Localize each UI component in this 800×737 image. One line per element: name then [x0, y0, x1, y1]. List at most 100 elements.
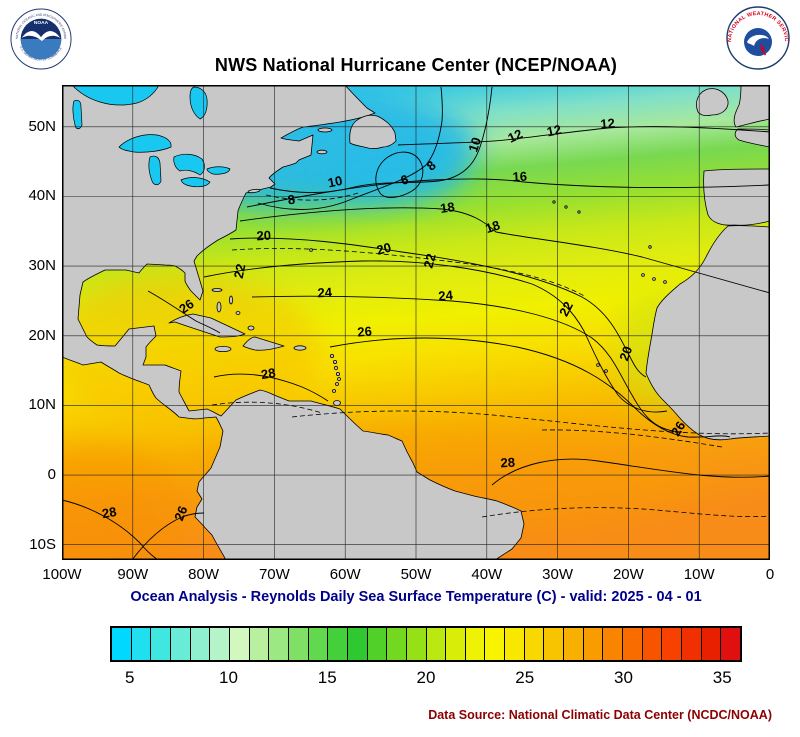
land-anticosti [317, 127, 333, 133]
noaa-emblem-sea [20, 39, 62, 60]
contour-labels: 8 10 6 8 10 12 12 12 16 18 18 20 20 22 2… [101, 115, 689, 522]
isotherm-16 [246, 178, 770, 208]
isotherm-24 [251, 295, 683, 433]
colorbar-cell [209, 628, 229, 660]
lon-tick-60w: 60W [329, 566, 361, 583]
lake-winnipeg [72, 99, 83, 130]
land-bahamas-2 [216, 301, 222, 313]
isotherm-26-atlantic [329, 337, 731, 438]
contour-label: 22 [231, 262, 249, 279]
contour-label: 12 [505, 126, 524, 146]
hudson-bay [71, 85, 160, 106]
land-france [734, 128, 770, 148]
colorbar-cell [681, 628, 701, 660]
nws-lightning-icon [759, 43, 767, 56]
colorbar-tick-30: 30 [614, 668, 633, 687]
land-azores-2 [564, 205, 568, 209]
contour-label: 24 [438, 287, 454, 303]
contour-label: 26 [357, 323, 373, 339]
lake-erie [180, 177, 211, 188]
colorbar-cell [346, 628, 367, 660]
land-bahamas-5 [247, 325, 255, 331]
map-subtitle: Ocean Analysis - Reynolds Daily Sea Surf… [130, 589, 702, 605]
contour-label: 18 [439, 199, 455, 216]
colorbar-cell [464, 628, 485, 660]
lat-tick-20n: 20N [28, 327, 56, 344]
lon-tick-80w: 80W [188, 566, 220, 583]
colorbar-cell [307, 628, 328, 660]
dashed-isotherm-2 [481, 507, 770, 518]
land-antilles-2 [332, 359, 337, 364]
colorbar-cell [287, 628, 308, 660]
lon-tick-50w: 50W [400, 566, 432, 583]
map-frame [62, 85, 770, 560]
land-bahamas-1 [211, 288, 223, 292]
land-bermuda [309, 248, 313, 252]
gulf-warm-blob [62, 275, 322, 425]
contour-lines [62, 86, 770, 560]
lat-tick-40n: 40N [28, 187, 56, 204]
colorbar-tick-labels: 5 10 15 20 25 30 35 [110, 668, 742, 692]
noaa-logo-icon: NATIONAL OCEANIC AND ATMOSPHERIC ADMINIS… [9, 5, 72, 70]
isotherm-10 [269, 86, 493, 193]
colorbar-cell [248, 628, 269, 660]
isotherm-22 [203, 260, 668, 413]
noaa-logo: NATIONAL OCEANIC AND ATMOSPHERIC ADMINIS… [9, 5, 72, 70]
colorbar-cell [484, 628, 505, 660]
colorbar-tick-35: 35 [712, 668, 732, 687]
map-container: 8 10 6 8 10 12 12 12 16 18 18 20 20 22 2… [28, 85, 774, 583]
dashed-isotherm-4 [231, 248, 587, 298]
contour-label: 26 [668, 419, 688, 439]
isotherm-26-gulf [147, 290, 221, 334]
land-antilles-3 [333, 365, 339, 371]
land-madeira [648, 245, 652, 249]
cold-tongue-blob [322, 140, 462, 200]
colorbar-cell [405, 628, 426, 660]
lon-tick-20w: 20W [612, 566, 644, 583]
colorbar-tick-20: 20 [416, 668, 436, 687]
colorbar-cell [386, 628, 406, 660]
land-masses [62, 85, 770, 560]
land-puerto-rico [293, 345, 307, 351]
land-capeverde-2 [604, 369, 608, 373]
land-capeverde-1 [596, 363, 600, 367]
colorbar-cell [169, 628, 190, 660]
lat-tick-10s: 10S [29, 536, 56, 553]
contour-label: 16 [512, 169, 527, 185]
lake-ontario [206, 166, 231, 175]
lon-tick-0: 0 [765, 566, 775, 583]
land-antilles-4 [335, 371, 340, 376]
lake-huron [173, 153, 205, 176]
land-pei [316, 149, 328, 155]
isotherm-20 [229, 237, 647, 378]
lon-tick-90w: 90W [117, 566, 149, 583]
contour-label: 22 [421, 252, 439, 270]
colorbar-tick-10: 10 [219, 668, 238, 687]
contour-label: 24 [317, 285, 333, 301]
sst-map: 8 10 6 8 10 12 12 12 16 18 18 20 20 22 2… [62, 85, 770, 560]
colorbar-cell [622, 628, 642, 660]
contour-label: 8 [287, 192, 296, 208]
lon-tick-40w: 40W [471, 566, 503, 583]
colorbar-cell [150, 628, 170, 660]
lat-tick-10n: 10N [28, 396, 56, 413]
contour-label: 28 [500, 455, 515, 471]
land-iberia [703, 168, 770, 226]
nws-logo-icon: NATIONAL WEATHER SERVICE [724, 2, 790, 70]
colorbar-cell [720, 628, 740, 660]
nws-logo: NATIONAL WEATHER SERVICE [724, 2, 790, 70]
james-bay [189, 86, 208, 120]
contour-label: 28 [260, 365, 277, 382]
contour-label: 22 [556, 299, 576, 319]
land-trinidad [333, 400, 341, 406]
contour-label: 12 [600, 115, 616, 131]
lake-superior [118, 134, 172, 153]
colorbar [110, 626, 742, 662]
contour-label: 10 [465, 135, 484, 153]
colorbar-cell [189, 628, 210, 660]
isotherm-12 [397, 126, 770, 146]
contour-label: 20 [375, 240, 393, 258]
dashed-isotherm-1 [291, 410, 770, 435]
land-americas [62, 85, 525, 560]
colorbar-cell [582, 628, 603, 660]
